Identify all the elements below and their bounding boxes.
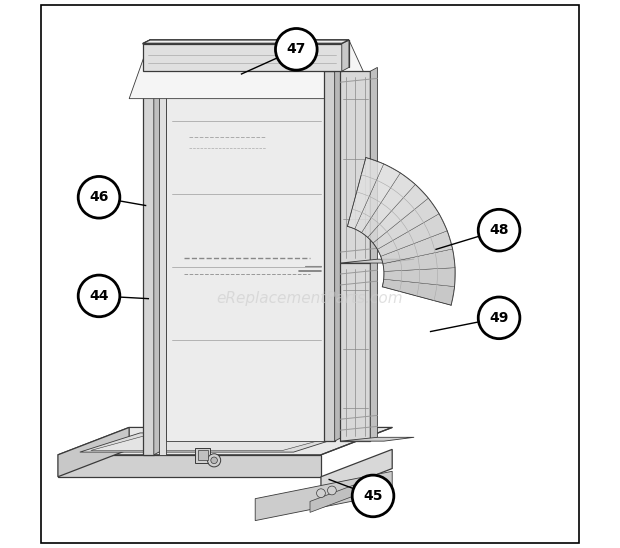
Polygon shape (58, 427, 129, 477)
Circle shape (352, 475, 394, 517)
Circle shape (478, 209, 520, 251)
Circle shape (78, 275, 120, 317)
Polygon shape (342, 40, 349, 71)
Polygon shape (383, 249, 455, 271)
Polygon shape (384, 267, 455, 287)
Polygon shape (335, 67, 342, 441)
Polygon shape (370, 67, 378, 441)
Text: 49: 49 (489, 311, 509, 325)
Polygon shape (58, 455, 321, 477)
Polygon shape (129, 40, 376, 99)
Polygon shape (143, 71, 154, 455)
Polygon shape (255, 471, 392, 521)
Polygon shape (91, 434, 343, 450)
Polygon shape (159, 71, 166, 455)
Text: 45: 45 (363, 489, 383, 503)
Polygon shape (368, 185, 428, 243)
Polygon shape (198, 450, 208, 460)
Text: 47: 47 (286, 42, 306, 56)
Polygon shape (143, 40, 349, 44)
Circle shape (327, 486, 336, 495)
Polygon shape (340, 437, 414, 441)
Polygon shape (361, 173, 415, 237)
Polygon shape (324, 71, 335, 441)
Polygon shape (143, 44, 342, 71)
Circle shape (78, 176, 120, 218)
Polygon shape (378, 214, 447, 256)
Polygon shape (195, 448, 210, 463)
Polygon shape (373, 198, 439, 249)
Polygon shape (340, 71, 370, 441)
Polygon shape (58, 427, 392, 455)
Circle shape (208, 454, 221, 467)
Polygon shape (383, 279, 454, 305)
Circle shape (211, 457, 218, 464)
Circle shape (317, 489, 326, 498)
Polygon shape (80, 433, 354, 452)
Circle shape (275, 28, 317, 70)
Polygon shape (340, 259, 414, 263)
Polygon shape (347, 157, 384, 229)
Polygon shape (321, 449, 392, 496)
Text: eReplacementParts.com: eReplacementParts.com (216, 291, 404, 306)
Text: 44: 44 (89, 289, 108, 303)
Polygon shape (154, 67, 161, 455)
Text: 48: 48 (489, 223, 509, 237)
Polygon shape (166, 71, 327, 441)
Text: 46: 46 (89, 190, 108, 204)
Polygon shape (310, 485, 354, 512)
Polygon shape (143, 40, 349, 43)
Circle shape (478, 297, 520, 339)
Polygon shape (381, 231, 453, 264)
Polygon shape (355, 164, 401, 233)
